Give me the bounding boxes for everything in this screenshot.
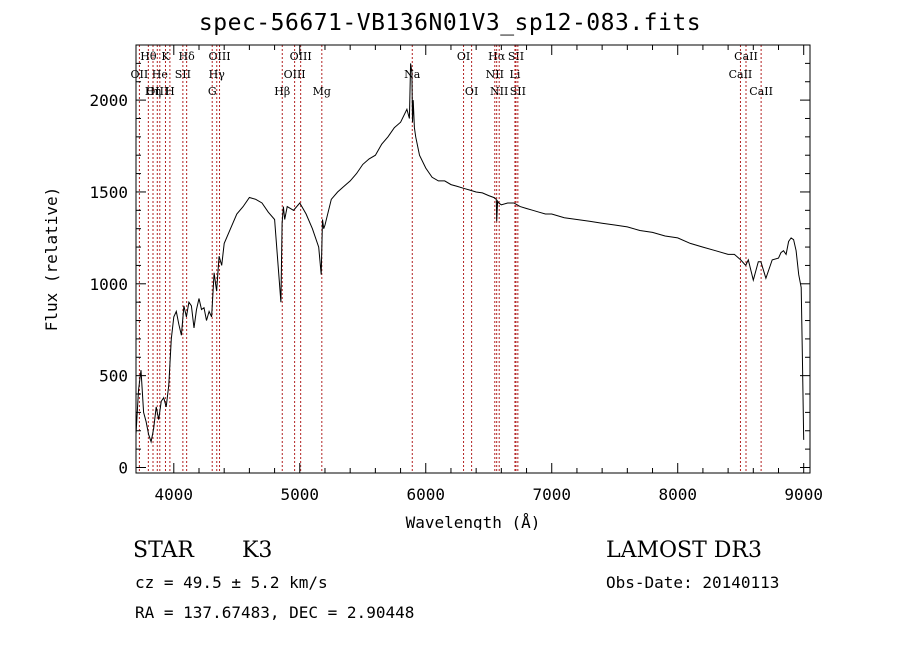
- spectral-line-label: Hγ: [209, 68, 226, 81]
- y-axis-label: Flux (relative): [42, 187, 61, 332]
- x-axis-label: Wavelength (Å): [406, 513, 541, 530]
- spectral-line-label: Hδ: [179, 50, 196, 63]
- spectral-line-label: CaII: [729, 68, 753, 81]
- spectral-line-label: SII: [510, 85, 526, 98]
- spectral-line-label: OI: [465, 85, 478, 98]
- x-tick-label: 7000: [532, 485, 571, 504]
- spectral-line-label: Li: [510, 68, 521, 81]
- y-tick-label: 1500: [89, 183, 128, 202]
- spectrum-line: [135, 63, 805, 444]
- spectral-line-label: SII: [175, 68, 191, 81]
- spectral-line-label: OIII: [146, 85, 168, 98]
- redshift-velocity: cz = 49.5 ± 5.2 km/s: [135, 573, 328, 592]
- spectral-line-label: Hα: [488, 50, 506, 63]
- spectral-line-label: OII: [131, 68, 149, 81]
- y-tick-label: 500: [99, 367, 128, 386]
- survey-label: LAMOST DR3: [606, 538, 762, 563]
- spectral-line-label: H: [165, 85, 175, 98]
- spectral-line-label: CaII: [734, 50, 758, 63]
- spectral-line-label: Na: [404, 68, 421, 81]
- observation-date: Obs-Date: 20140113: [606, 573, 780, 592]
- spectral-line-label: G: [208, 85, 217, 98]
- plot-frame: [135, 44, 811, 474]
- x-tick-label: 5000: [281, 485, 320, 504]
- ra-dec-coordinates: RA = 137.67483, DEC = 2.90448: [135, 603, 415, 622]
- spectral-line-label: Hη: [145, 85, 161, 98]
- spectral-line-label: Hβ: [274, 85, 290, 98]
- object-subclass: K3: [242, 538, 273, 563]
- spectral-line-label: Mg: [313, 85, 331, 98]
- spectral-line-label: SII: [508, 50, 524, 63]
- x-tick-label: 4000: [155, 485, 194, 504]
- spectral-line-label: Hθ: [140, 50, 157, 63]
- spectral-line-label: He: [152, 68, 168, 81]
- spectral-line-label: CaII: [749, 85, 773, 98]
- spectral-line-label: OI: [457, 50, 470, 63]
- y-tick-label: 1000: [89, 275, 128, 294]
- object-class: STAR: [133, 538, 194, 563]
- y-tick-label: 2000: [89, 91, 128, 110]
- y-tick-label: 0: [118, 458, 128, 477]
- spectral-line-label: OIII: [284, 68, 306, 81]
- x-tick-label: 9000: [784, 485, 823, 504]
- spectral-line-label: K: [161, 50, 170, 63]
- spectral-line-label: OIII: [208, 50, 230, 63]
- spectral-line-label: OIII: [290, 50, 312, 63]
- x-tick-label: 8000: [658, 485, 697, 504]
- spectral-line-label: NII: [486, 68, 504, 81]
- x-tick-label: 6000: [406, 485, 445, 504]
- chart-title: spec-56671-VB136N01V3_sp12-083.fits: [198, 10, 702, 36]
- spectral-line-label: NII: [490, 85, 508, 98]
